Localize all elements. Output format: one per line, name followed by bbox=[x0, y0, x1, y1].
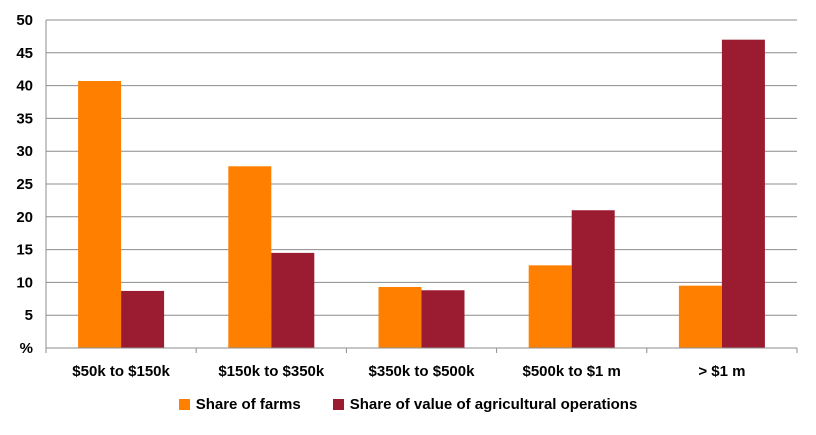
bars bbox=[78, 39, 765, 349]
y-tick-label: 50 bbox=[16, 12, 33, 29]
bar-chart: % 5 10 15 20 25 30 35 40 45 50 $50k to $150k $150k … bbox=[16, 12, 798, 380]
bar-share-of-farms bbox=[678, 285, 722, 348]
y-tick-label: 25 bbox=[16, 176, 33, 193]
bar-share-of-farms bbox=[378, 286, 422, 348]
x-tick-label: $350k to $500k bbox=[369, 363, 476, 380]
bar-share-of-value bbox=[571, 210, 615, 348]
legend: Share of farms Share of value of agricul… bbox=[0, 396, 816, 413]
axes bbox=[45, 20, 798, 353]
x-tick-label: > $1 m bbox=[698, 363, 745, 380]
x-tick-label: $500k to $1 m bbox=[522, 363, 620, 380]
x-tick-label: $150k to $350k bbox=[218, 363, 325, 380]
y-tick-label: 45 bbox=[16, 45, 33, 62]
bar-share-of-farms bbox=[228, 166, 272, 348]
bar-share-of-value bbox=[421, 290, 465, 348]
y-tick-label: 5 bbox=[25, 307, 33, 324]
y-tick-label: 30 bbox=[16, 143, 33, 160]
bar-share-of-farms bbox=[78, 81, 122, 349]
y-tick-label: 10 bbox=[16, 274, 33, 291]
legend-label-share-of-farms: Share of farms bbox=[195, 396, 301, 413]
bar-share-of-value bbox=[271, 252, 315, 348]
y-tick-label: 35 bbox=[16, 110, 33, 127]
y-tick-label: % bbox=[20, 340, 33, 357]
x-tick-label: $50k to $150k bbox=[72, 363, 170, 380]
legend-swatch-share-of-farms bbox=[178, 399, 190, 410]
y-tick-label: 20 bbox=[16, 209, 33, 226]
legend-swatch-share-of-value bbox=[332, 399, 344, 410]
bar-share-of-value bbox=[721, 39, 765, 349]
y-tick-label: 40 bbox=[16, 78, 33, 95]
y-tick-label: 15 bbox=[16, 242, 33, 259]
legend-item-share-of-farms: Share of farms bbox=[178, 396, 301, 413]
bar-share-of-value bbox=[121, 290, 165, 348]
x-tick-labels: $50k to $150k $150k to $350k $350k to $500… bbox=[72, 363, 745, 380]
y-tick-labels: % 5 10 15 20 25 30 35 40 45 50 bbox=[16, 12, 33, 357]
legend-label-share-of-value: Share of value of agricultural operation… bbox=[349, 396, 638, 413]
gridlines bbox=[46, 19, 797, 316]
legend-item-share-of-value: Share of value of agricultural operation… bbox=[332, 396, 638, 413]
bar-share-of-farms bbox=[528, 265, 572, 348]
